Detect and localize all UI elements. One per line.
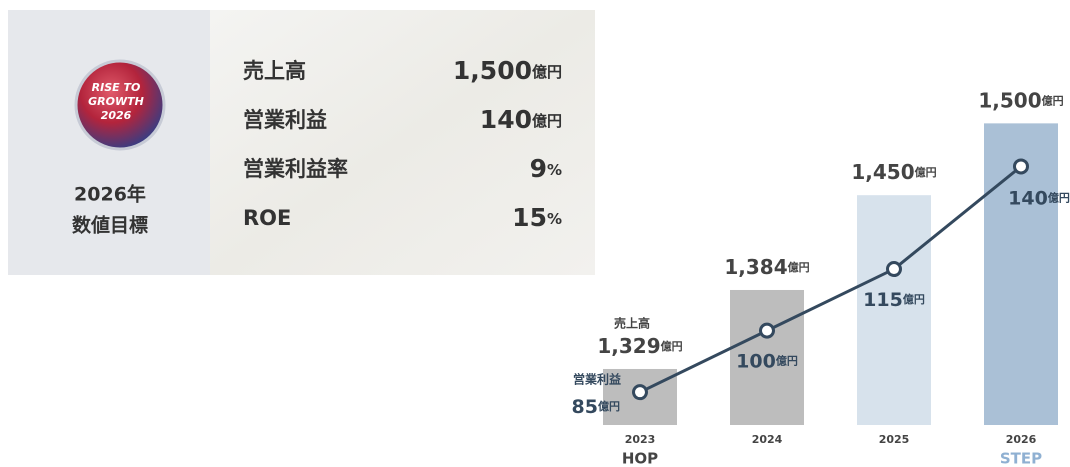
value: 85 <box>572 396 598 418</box>
logo-line: GROWTH <box>88 95 144 108</box>
metric-unit: % <box>547 210 562 228</box>
series-name: 売上高 <box>614 315 650 330</box>
value: 1,329 <box>597 333 660 357</box>
value: 140 <box>1008 187 1048 209</box>
x-tick-label: 2025 <box>879 433 910 446</box>
phase-label: STEP <box>1000 450 1042 467</box>
line-point <box>632 384 648 401</box>
x-tick-label: 2024 <box>752 433 783 446</box>
metric-label: 営業利益率 <box>243 157 348 181</box>
line-value-label: 85億円 <box>572 396 620 418</box>
x-tick-label: 2026 <box>1006 433 1037 446</box>
unit: 億円 <box>661 339 683 353</box>
series-name: 営業利益 <box>573 372 621 387</box>
unit: 億円 <box>1048 190 1070 204</box>
metric-number: 140 <box>480 105 532 134</box>
unit: 億円 <box>776 354 798 368</box>
metric-number: 9 <box>530 154 547 183</box>
value: 1,500 <box>978 88 1041 112</box>
unit: 億円 <box>915 165 937 179</box>
bar-value-label: 1,500億円 <box>978 88 1063 112</box>
line-point <box>886 261 902 278</box>
logo-text: RISE TO GROWTH 2026 <box>88 81 144 122</box>
line-value-label: 100億円 <box>736 350 798 372</box>
unit: 億円 <box>788 260 810 274</box>
bar-value-label: 1,450億円 <box>851 160 936 184</box>
line-value-label: 140億円 <box>1008 187 1070 209</box>
metric-unit: % <box>547 161 562 179</box>
metric-value: 15% <box>512 203 562 232</box>
metric-label: 営業利益 <box>243 108 327 132</box>
heading: 数値目標 <box>72 214 148 237</box>
metric-value: 140億円 <box>480 105 562 134</box>
metric-value: 1,500億円 <box>453 56 562 85</box>
metric-unit: 億円 <box>532 63 562 81</box>
metric-number: 1,500 <box>453 56 532 85</box>
logo <box>74 59 166 151</box>
value: 100 <box>736 350 776 372</box>
value: 1,450 <box>851 160 914 184</box>
value: 115 <box>863 289 903 311</box>
metric-value: 9% <box>530 154 562 183</box>
metric-unit: 億円 <box>532 112 562 130</box>
metric-label: 売上高 <box>243 59 306 83</box>
x-tick-label: 2023 <box>625 433 656 446</box>
line-value-label: 115億円 <box>863 289 925 311</box>
logo-line: RISE TO <box>92 81 141 94</box>
logo-line: 2026 <box>101 109 132 122</box>
line <box>639 165 1022 394</box>
bar-value-label: 1,329億円 <box>597 333 682 357</box>
line-point <box>759 322 775 339</box>
metric-number: 15 <box>512 203 547 232</box>
phase-label: HOP <box>622 450 658 467</box>
line-point <box>1013 158 1029 175</box>
unit: 億円 <box>1042 93 1064 107</box>
bar-value-label: 1,384億円 <box>724 254 809 278</box>
unit: 億円 <box>598 399 620 413</box>
bar <box>857 195 931 425</box>
photo-bg <box>210 10 595 275</box>
unit: 億円 <box>903 292 925 306</box>
metric-label: ROE <box>243 206 291 230</box>
bar <box>730 289 804 425</box>
heading: 2026年 <box>74 183 146 206</box>
value: 1,384 <box>724 254 787 278</box>
